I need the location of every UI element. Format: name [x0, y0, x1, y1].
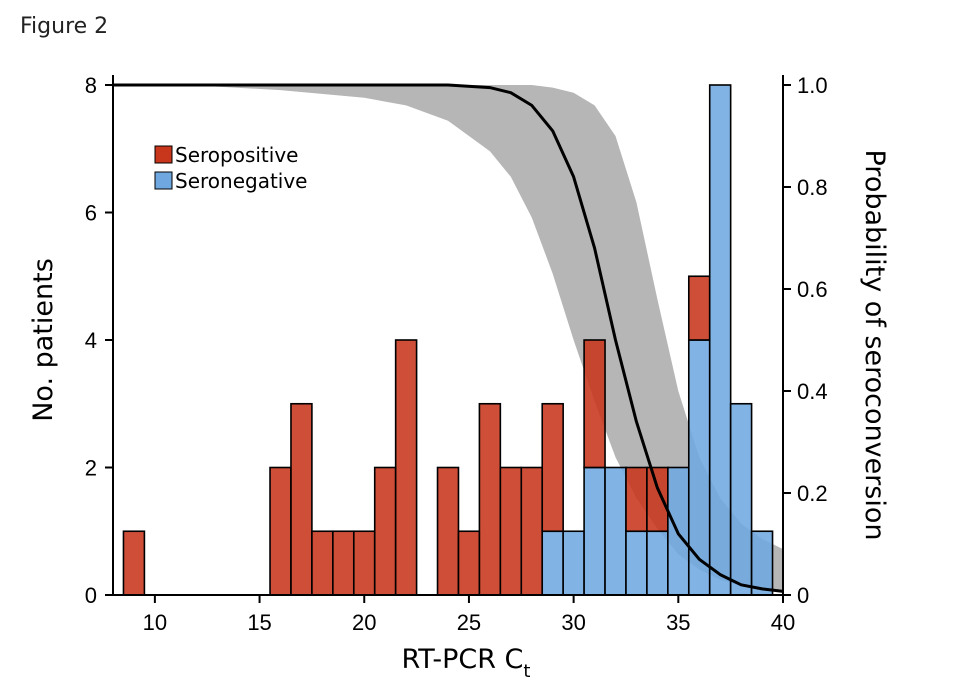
bar-seropositive — [352, 530, 376, 596]
probability-curve — [113, 83, 784, 593]
y-tick-label: 0 — [85, 583, 97, 608]
bar-seropositive — [520, 466, 544, 596]
y2-tick-label: 0.4 — [797, 379, 828, 404]
legend-label-seropositive: Seropositive — [175, 143, 298, 167]
bar-seropositive — [478, 402, 502, 596]
y2-tick-label: 0.8 — [797, 175, 828, 200]
x-tick-label: 35 — [666, 610, 690, 635]
figure-label: Figure 2 — [20, 14, 109, 39]
x-tick-label: 10 — [143, 610, 167, 635]
x-tick-label: 15 — [247, 610, 271, 635]
bar-seropositive — [457, 530, 481, 596]
y-tick-label: 4 — [85, 328, 97, 353]
y2-axis-title: Probability of seroconversion — [859, 150, 890, 541]
bar-seronegative — [583, 466, 606, 596]
y2-tick-label: 0.6 — [797, 277, 828, 302]
x-tick-label: 25 — [457, 610, 481, 635]
legend-swatch-seropositive — [154, 145, 173, 164]
bar-seropositive — [269, 466, 292, 596]
y-axis-title: No. patients — [28, 258, 59, 422]
bar-seronegative — [729, 402, 753, 596]
x-axis-title: RT-PCR Ct — [402, 644, 531, 682]
bars-layer — [122, 84, 774, 596]
bar-seronegative — [687, 339, 711, 596]
legend-swatch-seronegative — [154, 171, 173, 190]
confidence-band — [113, 85, 783, 593]
y-tick-label: 8 — [85, 73, 97, 98]
bar-seropositive — [373, 466, 397, 596]
legend: Seropositive Seronegative — [154, 143, 308, 193]
bar-seropositive — [541, 402, 564, 533]
bar-seropositive — [290, 402, 313, 596]
bar-seropositive — [625, 466, 648, 533]
confidence-band-layer — [113, 85, 783, 593]
bar-seropositive — [311, 530, 334, 596]
y-tick-label: 2 — [85, 456, 97, 481]
legend-label-seronegative: Seronegative — [175, 169, 308, 193]
y2-tick-label: 0 — [797, 583, 809, 608]
x-axis-title-subscript: t — [523, 661, 530, 682]
bar-seronegative — [646, 530, 669, 596]
bar-seropositive — [583, 339, 606, 469]
probability-curve-layer — [113, 83, 784, 593]
bar-seropositive — [646, 466, 669, 533]
bar-seronegative — [708, 84, 732, 596]
bar-seronegative — [562, 530, 585, 596]
x-tick-label: 20 — [352, 610, 376, 635]
bar-seropositive — [687, 275, 711, 341]
y2-tick-label: 1.0 — [797, 73, 828, 98]
bar-seropositive — [122, 530, 146, 596]
bar-seropositive — [332, 530, 355, 596]
bar-seropositive — [499, 466, 523, 596]
bar-seronegative — [604, 466, 627, 596]
bar-seropositive — [436, 466, 460, 596]
bar-seronegative — [625, 530, 648, 596]
x-tick-label: 40 — [771, 610, 795, 635]
bar-seropositive — [394, 339, 418, 596]
x-axis-title-main: RT-PCR C — [402, 644, 524, 675]
y2-tick-label: 0.2 — [797, 481, 828, 506]
bar-seronegative — [750, 530, 774, 596]
bar-seronegative — [541, 530, 564, 596]
x-tick-label: 30 — [561, 610, 585, 635]
y-tick-label: 6 — [85, 201, 97, 226]
